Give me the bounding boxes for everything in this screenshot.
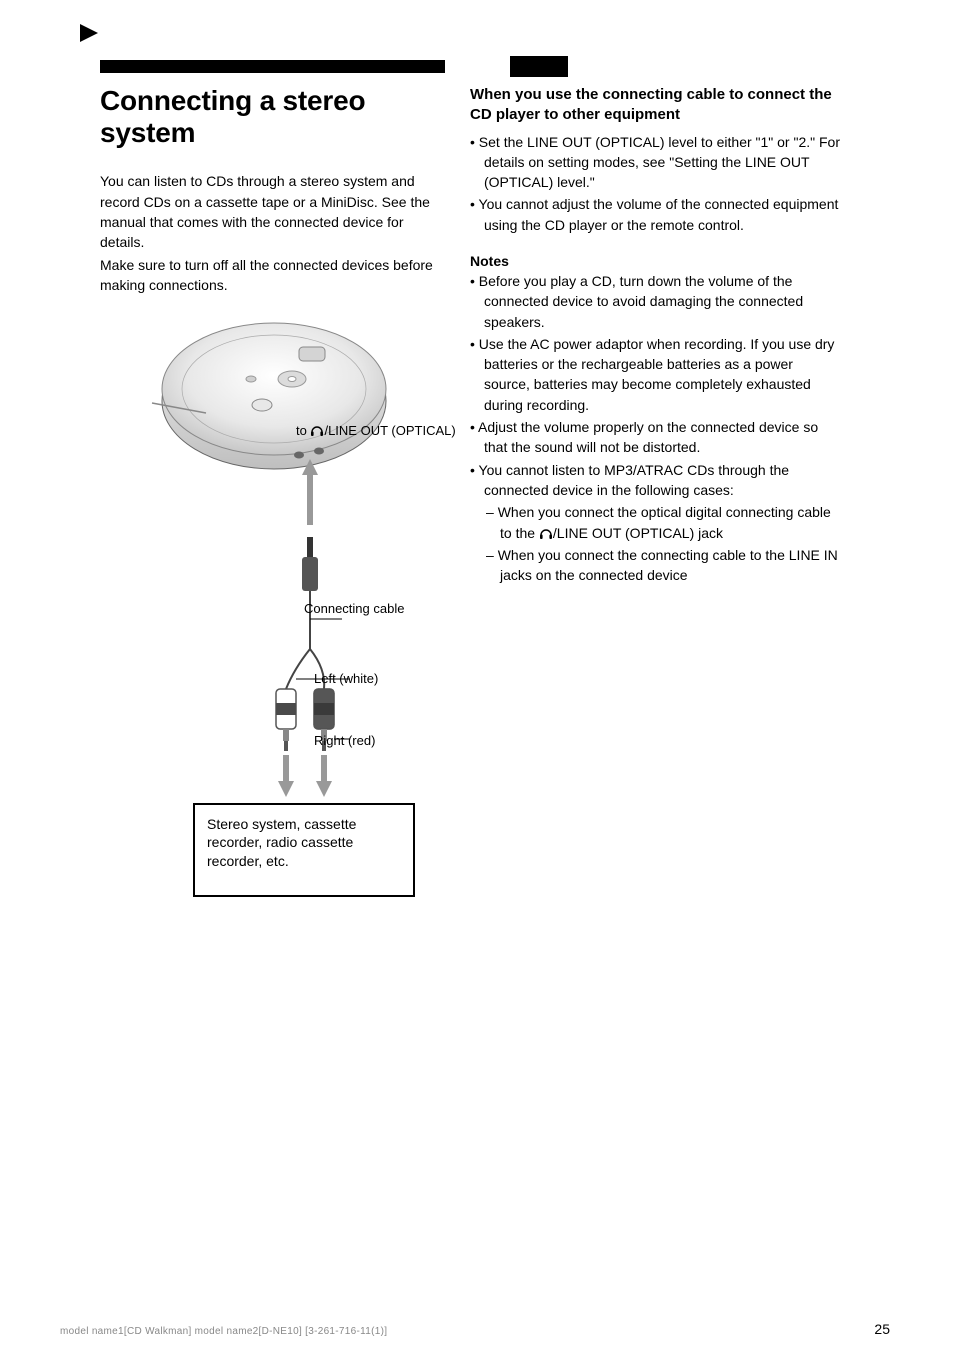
play-icon — [80, 24, 98, 47]
right-plug-label: Right (red) — [314, 733, 434, 750]
nested2-txt: When you connect the connecting cable to… — [498, 547, 838, 583]
left-plug-label: Left (white) — [314, 671, 434, 688]
page-title: Connecting a stereo system — [100, 85, 440, 149]
notes-heading: Notes — [470, 253, 840, 269]
cable-bullet-2: You cannot adjust the volume of the conn… — [470, 194, 840, 235]
note-1: Before you play a CD, turn down the volu… — [470, 271, 840, 332]
note-2: Use the AC power adaptor when recording.… — [470, 334, 840, 415]
cable-bullet-1: Set the LINE OUT (OPTICAL) level to eith… — [470, 132, 840, 193]
cable-bullets: Set the LINE OUT (OPTICAL) level to eith… — [470, 132, 840, 235]
note-3: Adjust the volume properly on the connec… — [470, 417, 840, 458]
header-rule — [100, 60, 445, 73]
cable-section-title: When you use the connecting cable to con… — [470, 85, 840, 126]
nested1-pre: When you connect the optical digital con… — [498, 504, 831, 540]
nested-note-2: – When you connect the connecting cable … — [486, 545, 840, 586]
headphone-icon — [539, 525, 553, 541]
jack-label-suffix: /LINE OUT (OPTICAL) — [324, 423, 455, 438]
jack-label: to /LINE OUT (OPTICAL) — [296, 423, 456, 440]
cable-label: Connecting cable — [304, 601, 464, 618]
notes-list: Before you play a CD, turn down the volu… — [470, 271, 840, 500]
note-4: You cannot listen to MP3/ATRAC CDs throu… — [470, 460, 840, 501]
intro-para-2: Make sure to turn off all the connected … — [100, 255, 440, 296]
footer-model-code: model name1[CD Walkman] model name2[D-NE… — [60, 1326, 387, 1337]
page-number: 25 — [874, 1321, 890, 1337]
connection-diagram: to /LINE OUT (OPTICAL) Connecting cable … — [106, 301, 426, 921]
intro-block: You can listen to CDs through a stereo s… — [100, 171, 440, 295]
jack-label-prefix: to — [296, 423, 310, 438]
nested-note-1: – When you connect the optical digital c… — [486, 502, 840, 543]
connected-device-box: Stereo system, cassette recorder, radio … — [193, 803, 415, 897]
headphone-icon — [310, 423, 324, 438]
nested-notes: – When you connect the optical digital c… — [470, 502, 840, 585]
intro-para-1: You can listen to CDs through a stereo s… — [100, 171, 440, 252]
cdplayer-illustration — [144, 311, 404, 806]
section-tab — [510, 56, 568, 77]
